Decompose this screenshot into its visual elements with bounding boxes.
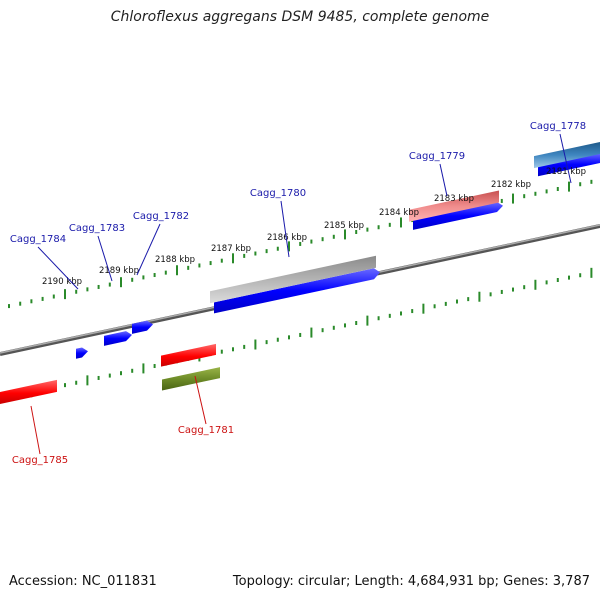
cds-feature — [104, 331, 132, 346]
gene-leader-line — [30, 405, 41, 455]
scale-label: 2186 kbp — [267, 233, 307, 243]
gene-bar — [162, 367, 220, 391]
gene-bar — [161, 343, 216, 367]
gene-label: Cagg_1783 — [69, 223, 125, 234]
cds-feature — [76, 347, 88, 359]
gene-leader-line — [194, 375, 207, 425]
accession-text: Accession: NC_011831 — [9, 574, 157, 589]
gene-leader-line — [559, 133, 572, 184]
gene-leader-line — [439, 163, 448, 197]
gene-label: Cagg_1785 — [12, 455, 68, 466]
gene-label: Cagg_1780 — [250, 188, 306, 199]
gene-bar — [0, 379, 57, 404]
scale-label: 2182 kbp — [491, 180, 531, 190]
cds-feature — [214, 268, 380, 314]
gene-label: Cagg_1781 — [178, 425, 234, 436]
scale-label: 2183 kbp — [434, 194, 474, 204]
gene-leader-line — [37, 246, 79, 290]
gene-leader-line — [280, 200, 290, 258]
genome-summary-text: Topology: circular; Length: 4,684,931 bp… — [232, 574, 590, 589]
gene-label: Cagg_1782 — [133, 211, 189, 222]
map-title: Chloroflexus aggregans DSM 9485, complet… — [110, 9, 490, 25]
gene-label: Cagg_1784 — [10, 234, 66, 245]
gene-bar — [210, 255, 376, 304]
scale-label: 2189 kbp — [99, 266, 139, 276]
cds-feature — [538, 153, 600, 177]
gene-leader-line — [97, 235, 113, 282]
gene-label: Cagg_1778 — [530, 121, 586, 132]
cds-feature — [413, 201, 503, 230]
scale-label: 2188 kbp — [155, 255, 195, 265]
cds-feature — [132, 320, 153, 334]
gene-bar — [409, 190, 499, 222]
scale-label: 2185 kbp — [324, 221, 364, 231]
scale-label: 2187 kbp — [211, 244, 251, 254]
gene-leader-line — [136, 223, 161, 276]
scale-label: 2184 kbp — [379, 208, 419, 218]
scale-label: 2190 kbp — [42, 277, 82, 287]
gene-bar — [534, 142, 600, 169]
gene-label: Cagg_1779 — [409, 151, 465, 162]
scale-label: 2181 kbp — [546, 167, 586, 177]
